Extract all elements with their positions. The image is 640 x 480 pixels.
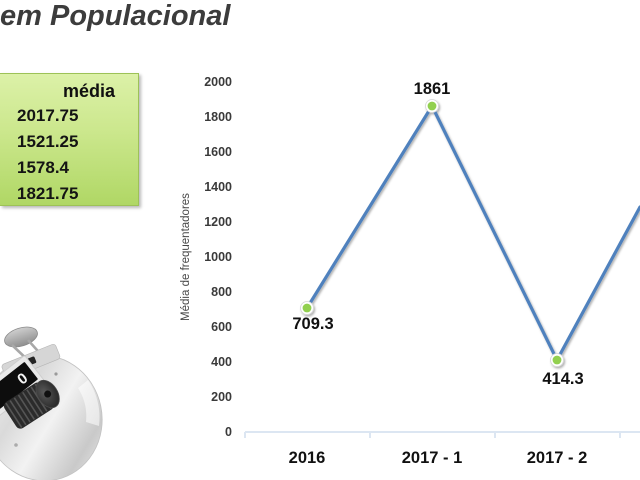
tally-counter-image: 0 (0, 326, 103, 480)
x-axis-label: 2017 - 1 (402, 449, 463, 467)
data-point-label: 414.3 (542, 370, 583, 388)
x-axis (244, 431, 640, 438)
y-axis-title: Média de frequentadores (180, 193, 192, 321)
table-value: 1821.75 (17, 184, 79, 203)
data-point-marker (550, 353, 564, 367)
y-axis-tick-label: 1600 (204, 145, 232, 159)
y-axis-tick-label: 1000 (204, 250, 232, 264)
y-axis-tick-label: 1200 (204, 215, 232, 229)
y-axis-tick-label: 600 (211, 320, 232, 334)
table-value: 2017.75 (17, 106, 79, 125)
page-title: em Populacional (0, 0, 231, 32)
counter-display-window (0, 362, 38, 417)
table-value: 1578.4 (17, 158, 69, 177)
line-chart: Média de frequentadores 2000 1800 1600 1… (180, 75, 640, 467)
counter-screw (54, 372, 58, 376)
y-axis-tick-label: 400 (211, 355, 232, 369)
y-axis-tick-label: 2000 (204, 75, 232, 89)
data-point-label: 1861 (414, 80, 451, 98)
data-point-marker (425, 99, 439, 113)
y-axis-tick-label: 200 (211, 390, 232, 404)
counter-body-highlight (78, 380, 100, 426)
y-axis-tick-label: 800 (211, 285, 232, 299)
y-axis-tick-label: 1400 (204, 180, 232, 194)
data-point-marker (300, 301, 314, 315)
table-value: 1521.25 (17, 132, 79, 151)
counter-screw (14, 443, 18, 447)
counter-knob-cap-center (44, 390, 52, 398)
data-point-label: 709.3 (292, 315, 333, 333)
line-series (305, 104, 640, 362)
x-axis-label: 2016 (289, 449, 326, 467)
media-table: média 2017.75 1521.25 1578.4 1821.75 (0, 73, 139, 206)
y-axis-tick-label: 0 (225, 425, 232, 439)
media-table-values: 2017.75 1521.25 1578.4 1821.75 (0, 102, 138, 207)
x-axis-label: 2017 - 2 (527, 449, 588, 467)
y-axis-tick-labels: 2000 1800 1600 1400 1200 1000 800 600 40… (204, 75, 232, 439)
y-axis-tick-label: 1800 (204, 110, 232, 124)
media-table-header: média (62, 81, 115, 101)
